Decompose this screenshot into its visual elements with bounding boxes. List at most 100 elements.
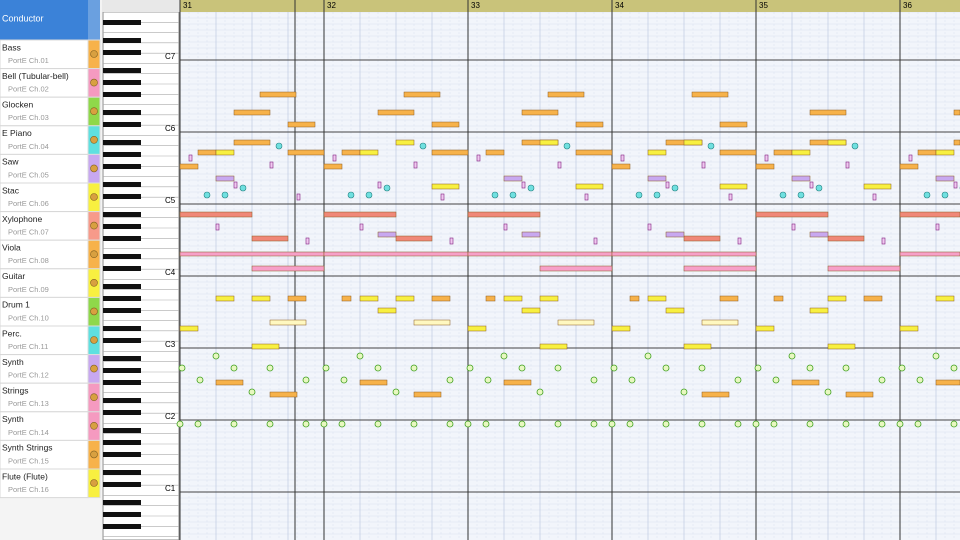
note[interactable] xyxy=(701,319,739,326)
drum-hit[interactable] xyxy=(374,364,382,372)
drum-hit[interactable] xyxy=(248,388,256,396)
drum-hit[interactable] xyxy=(752,420,760,428)
short-note[interactable] xyxy=(764,154,769,162)
perc-hit[interactable] xyxy=(203,191,211,199)
short-note[interactable] xyxy=(593,237,598,245)
note[interactable] xyxy=(539,343,568,350)
note[interactable] xyxy=(287,121,316,128)
drum-hit[interactable] xyxy=(914,420,922,428)
note[interactable] xyxy=(629,295,640,302)
perc-hit[interactable] xyxy=(941,191,949,199)
note[interactable] xyxy=(899,251,960,257)
note[interactable] xyxy=(719,183,748,190)
perc-hit[interactable] xyxy=(923,191,931,199)
drum-hit[interactable] xyxy=(842,420,850,428)
note[interactable] xyxy=(323,163,343,170)
note[interactable] xyxy=(413,391,442,398)
note[interactable] xyxy=(827,343,856,350)
note[interactable] xyxy=(665,231,685,238)
short-note[interactable] xyxy=(665,181,670,189)
note[interactable] xyxy=(935,175,955,182)
note[interactable] xyxy=(323,251,469,257)
note[interactable] xyxy=(683,343,712,350)
note[interactable] xyxy=(791,379,820,386)
note[interactable] xyxy=(827,235,865,242)
note[interactable] xyxy=(719,121,748,128)
note[interactable] xyxy=(395,139,415,146)
note[interactable] xyxy=(179,211,253,218)
note[interactable] xyxy=(539,295,559,302)
drum-hit[interactable] xyxy=(896,420,904,428)
drum-hit[interactable] xyxy=(916,376,924,384)
perc-hit[interactable] xyxy=(347,191,355,199)
drum-hit[interactable] xyxy=(590,376,598,384)
drum-hit[interactable] xyxy=(194,420,202,428)
note[interactable] xyxy=(431,183,460,190)
note[interactable] xyxy=(251,265,325,272)
mute-icon[interactable] xyxy=(90,136,98,144)
note[interactable] xyxy=(647,295,667,302)
note[interactable] xyxy=(683,139,703,146)
note[interactable] xyxy=(611,325,631,332)
perc-hit[interactable] xyxy=(653,191,661,199)
note[interactable] xyxy=(359,149,379,156)
mute-icon[interactable] xyxy=(90,307,98,316)
short-note[interactable] xyxy=(701,161,706,169)
short-note[interactable] xyxy=(269,161,274,169)
note[interactable] xyxy=(809,307,829,314)
short-note[interactable] xyxy=(188,154,193,162)
note[interactable] xyxy=(691,91,729,98)
note[interactable] xyxy=(485,149,505,156)
note[interactable] xyxy=(701,391,730,398)
drum-hit[interactable] xyxy=(266,364,274,372)
drum-hit[interactable] xyxy=(338,420,346,428)
note[interactable] xyxy=(647,149,667,156)
note[interactable] xyxy=(323,211,397,218)
perc-hit[interactable] xyxy=(419,142,427,150)
drum-hit[interactable] xyxy=(374,420,382,428)
drum-hit[interactable] xyxy=(554,364,562,372)
note[interactable] xyxy=(755,163,775,170)
note[interactable] xyxy=(547,91,585,98)
perc-hit[interactable] xyxy=(671,184,679,192)
note[interactable] xyxy=(557,319,595,326)
note[interactable] xyxy=(503,175,523,182)
short-note[interactable] xyxy=(728,193,733,201)
mute-icon[interactable] xyxy=(90,364,98,373)
short-note[interactable] xyxy=(377,181,382,189)
note[interactable] xyxy=(287,295,307,302)
note[interactable] xyxy=(575,183,604,190)
note[interactable] xyxy=(575,121,604,128)
drum-hit[interactable] xyxy=(466,364,474,372)
mute-icon[interactable] xyxy=(90,193,98,201)
perc-hit[interactable] xyxy=(563,142,571,150)
note[interactable] xyxy=(259,91,297,98)
short-note[interactable] xyxy=(908,154,913,162)
perc-hit[interactable] xyxy=(275,142,283,150)
drum-hit[interactable] xyxy=(878,376,886,384)
conductor-row[interactable] xyxy=(0,0,88,40)
note[interactable] xyxy=(917,149,937,156)
mute-icon[interactable] xyxy=(90,221,98,230)
perc-hit[interactable] xyxy=(383,184,391,192)
note[interactable] xyxy=(179,325,199,332)
note[interactable] xyxy=(647,175,667,182)
perc-hit[interactable] xyxy=(779,191,787,199)
short-note[interactable] xyxy=(872,193,877,201)
drum-hit[interactable] xyxy=(770,420,778,428)
note[interactable] xyxy=(773,149,793,156)
short-note[interactable] xyxy=(503,223,508,231)
drum-hit[interactable] xyxy=(176,420,184,428)
short-note[interactable] xyxy=(584,193,589,201)
note[interactable] xyxy=(431,295,451,302)
note[interactable] xyxy=(755,325,775,332)
note[interactable] xyxy=(683,235,721,242)
note[interactable] xyxy=(521,307,541,314)
note[interactable] xyxy=(215,149,235,156)
mute-icon[interactable] xyxy=(90,50,98,58)
note[interactable] xyxy=(827,265,901,272)
note[interactable] xyxy=(197,149,217,156)
perc-hit[interactable] xyxy=(365,191,373,199)
short-note[interactable] xyxy=(647,223,652,231)
mute-icon[interactable] xyxy=(90,78,98,87)
